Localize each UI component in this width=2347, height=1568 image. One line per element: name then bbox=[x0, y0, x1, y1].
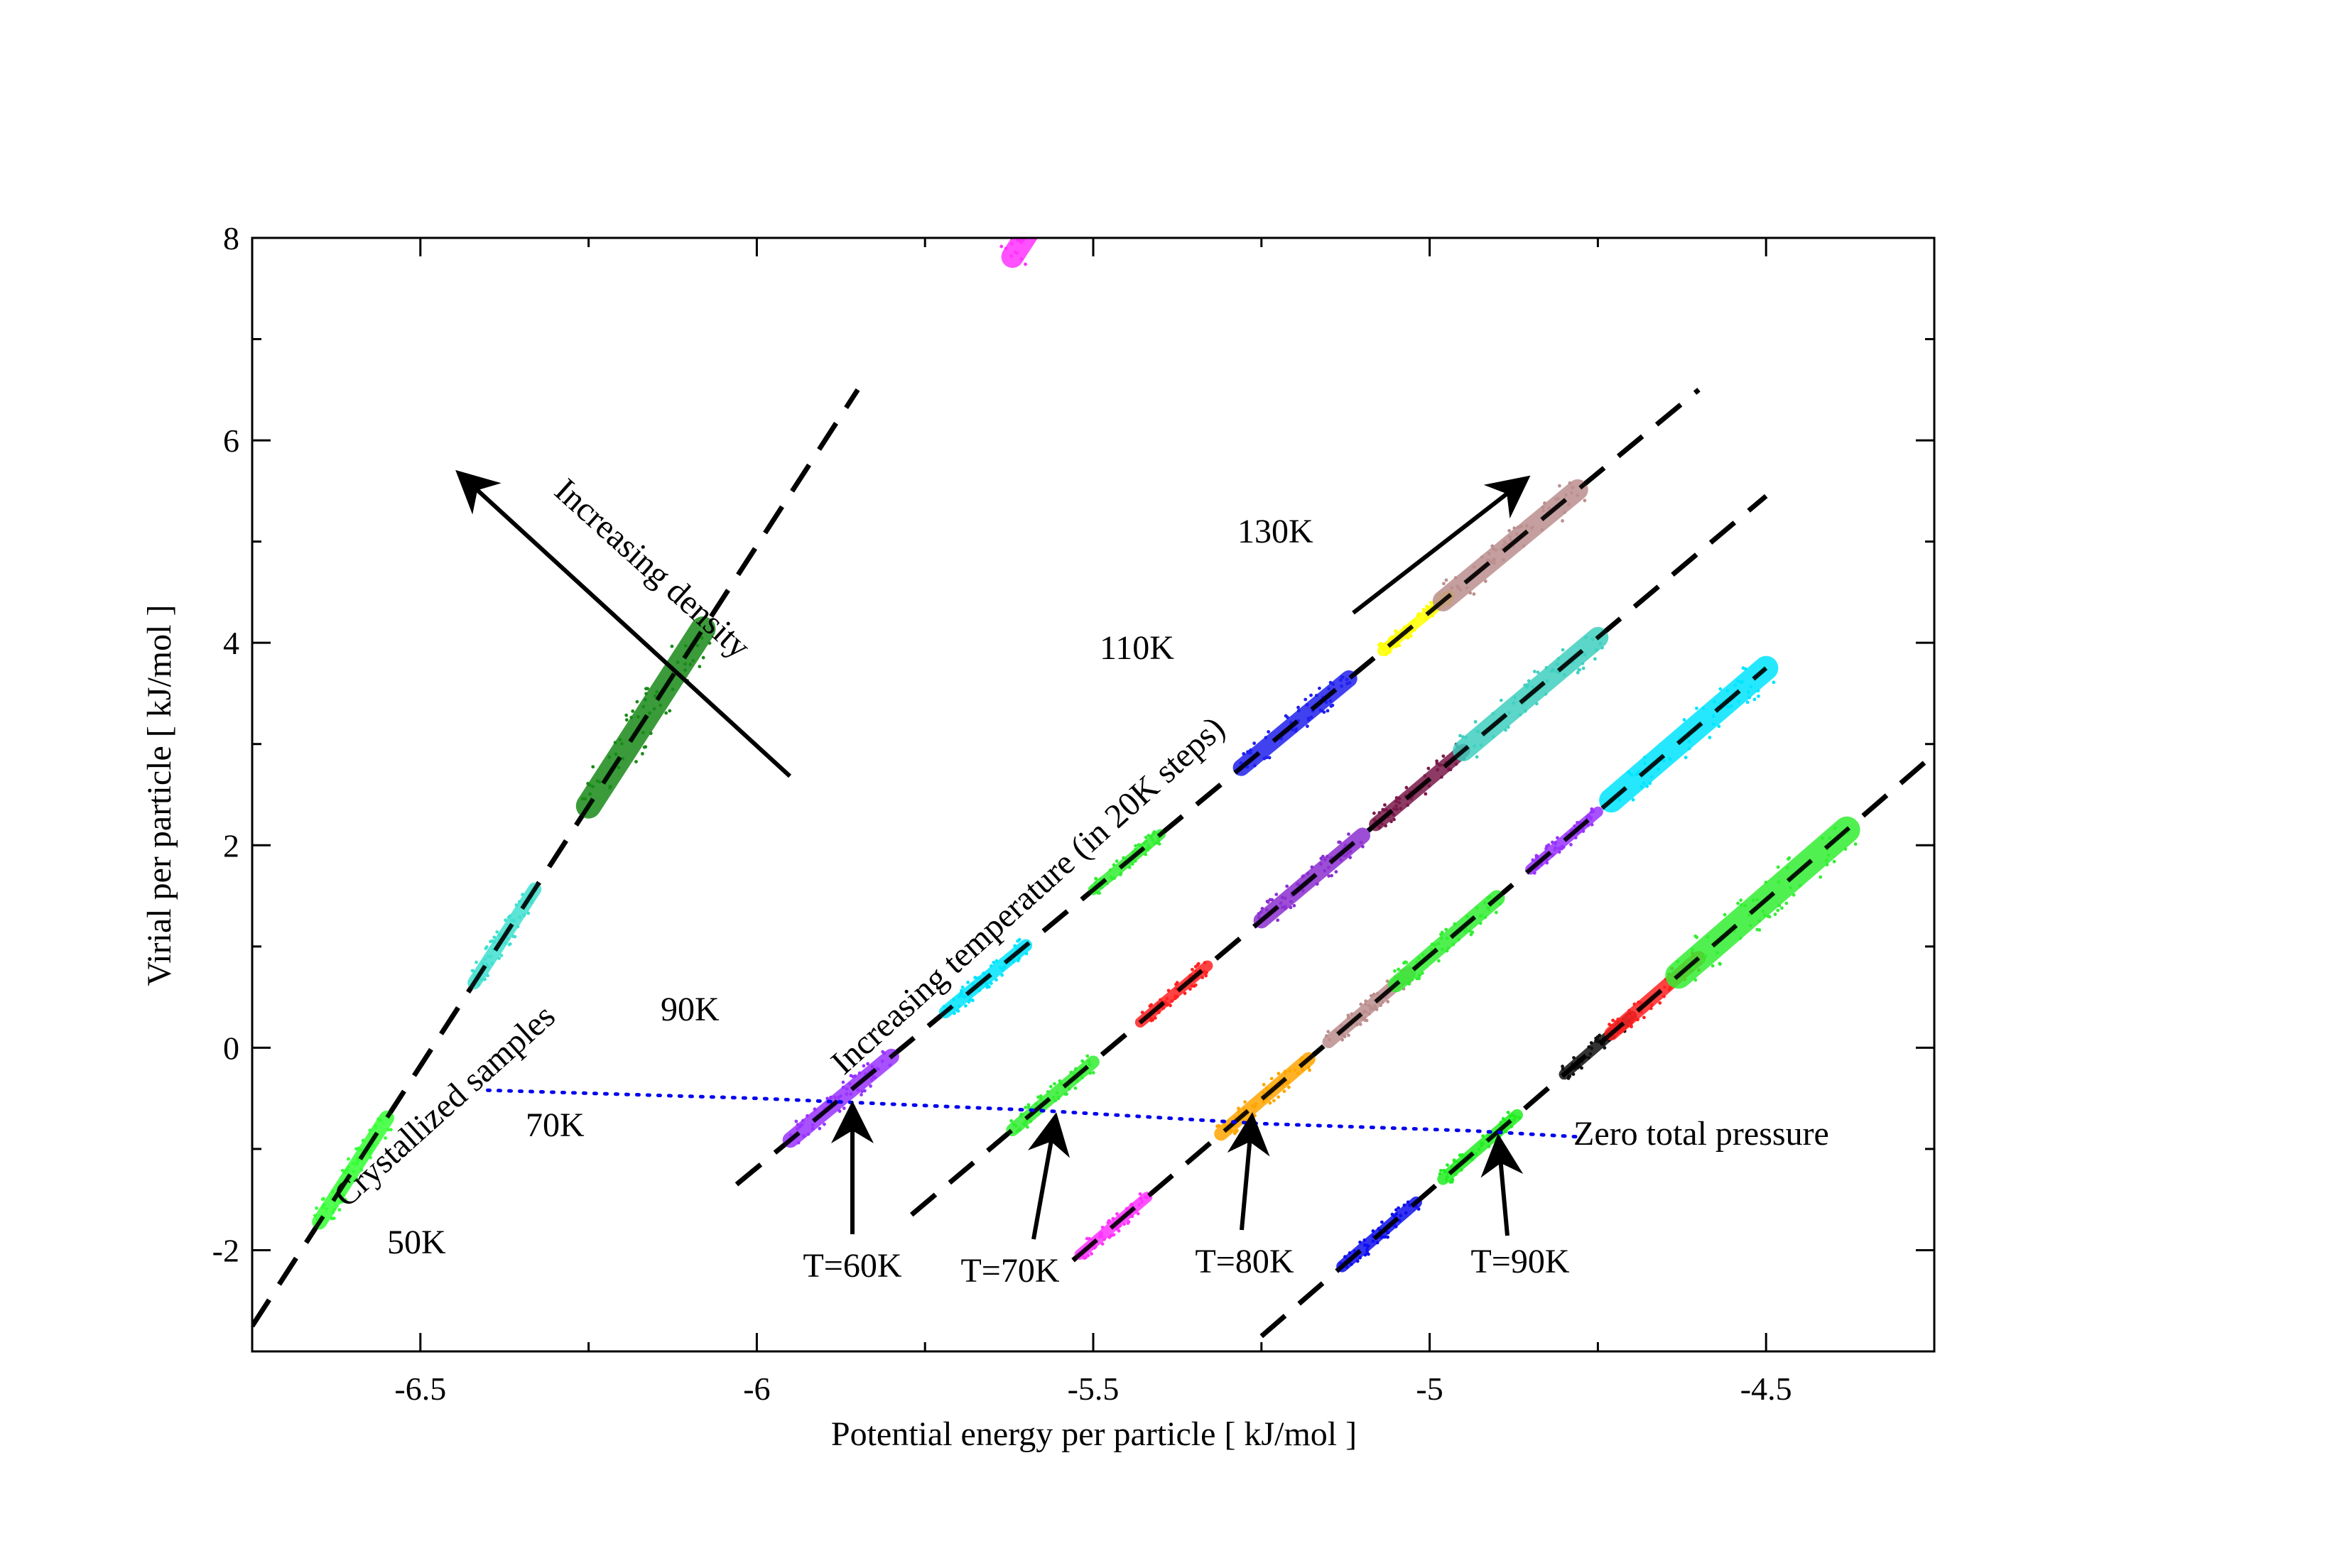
c-110K bbox=[999, 238, 1039, 268]
label-70k: 70K bbox=[526, 1106, 585, 1144]
c-150K-s3 bbox=[1453, 626, 1609, 761]
label-110k: 110K bbox=[1100, 629, 1174, 667]
label-t90: T=90K bbox=[1470, 1243, 1569, 1280]
y-tick-label: 8 bbox=[223, 220, 239, 256]
axis-ticks: -6.5 -6 -5.5 -5 -4.5 -2 0 2 4 6 8 bbox=[212, 220, 1934, 1407]
zero-pressure-line bbox=[486, 1088, 1580, 1139]
label-90k: 90K bbox=[661, 991, 720, 1028]
annotations: 50K 70K 90K 110K 130K T=60K T=70K T=80K … bbox=[327, 472, 1829, 1290]
c-120K-s4 bbox=[1388, 890, 1505, 993]
x-axis-title: Potential energy per particle [ kJ/mol ] bbox=[831, 1415, 1357, 1453]
isochore-1-overlay bbox=[252, 388, 860, 1327]
label-t80: T=80K bbox=[1195, 1243, 1294, 1280]
label-t60: T=60K bbox=[803, 1247, 901, 1285]
annotation-arrows bbox=[455, 469, 1531, 1240]
c-160K-s4 bbox=[1599, 655, 1779, 813]
y-tick-label: -2 bbox=[212, 1232, 239, 1268]
zero-pressure-series bbox=[486, 1088, 1580, 1139]
label-t70: T=70K bbox=[960, 1252, 1059, 1290]
arrow-t80 bbox=[1227, 1112, 1270, 1231]
isomorph-lines bbox=[252, 388, 1934, 1339]
label-130k: 130K bbox=[1237, 513, 1313, 550]
c-140K-s4 bbox=[1525, 806, 1603, 875]
y-axis-title: Virial per particle [ kJ/mol ] bbox=[141, 605, 178, 986]
y-tick-label: 4 bbox=[223, 625, 239, 661]
x-tick-label: -5.5 bbox=[1068, 1371, 1120, 1407]
c-130K bbox=[1122, 0, 1240, 80]
label-zero-pressure: Zero total pressure bbox=[1573, 1115, 1829, 1153]
x-tick-label: -6.5 bbox=[394, 1371, 446, 1407]
density-arrow bbox=[455, 469, 792, 778]
temperature-arrow bbox=[1352, 475, 1531, 615]
isochore-2-overlay bbox=[735, 388, 1701, 1187]
isochore-3-overlay bbox=[910, 494, 1768, 1216]
arrow-t70 bbox=[1027, 1112, 1070, 1240]
y-tick-label: 2 bbox=[223, 827, 239, 864]
plot-frame bbox=[251, 236, 1936, 1353]
x-tick-label: -6 bbox=[743, 1371, 770, 1407]
label-50k: 50K bbox=[387, 1224, 446, 1261]
c-70K-s3 bbox=[1006, 1054, 1100, 1136]
x-tick-label: -5 bbox=[1416, 1371, 1443, 1407]
isochore-4-overlay bbox=[1071, 666, 1768, 1262]
data-clusters bbox=[252, 0, 1934, 1338]
arrow-t90 bbox=[1480, 1133, 1524, 1236]
x-tick-label: -4.5 bbox=[1740, 1371, 1792, 1407]
y-tick-label: 6 bbox=[223, 423, 239, 459]
y-tick-label: 0 bbox=[223, 1030, 239, 1066]
c-150K-s5 bbox=[1665, 816, 1860, 989]
label-increasing-density: Increasing density bbox=[548, 472, 758, 666]
label-increasing-temperature: Increasing temperature (in 20K steps) bbox=[824, 709, 1232, 1082]
